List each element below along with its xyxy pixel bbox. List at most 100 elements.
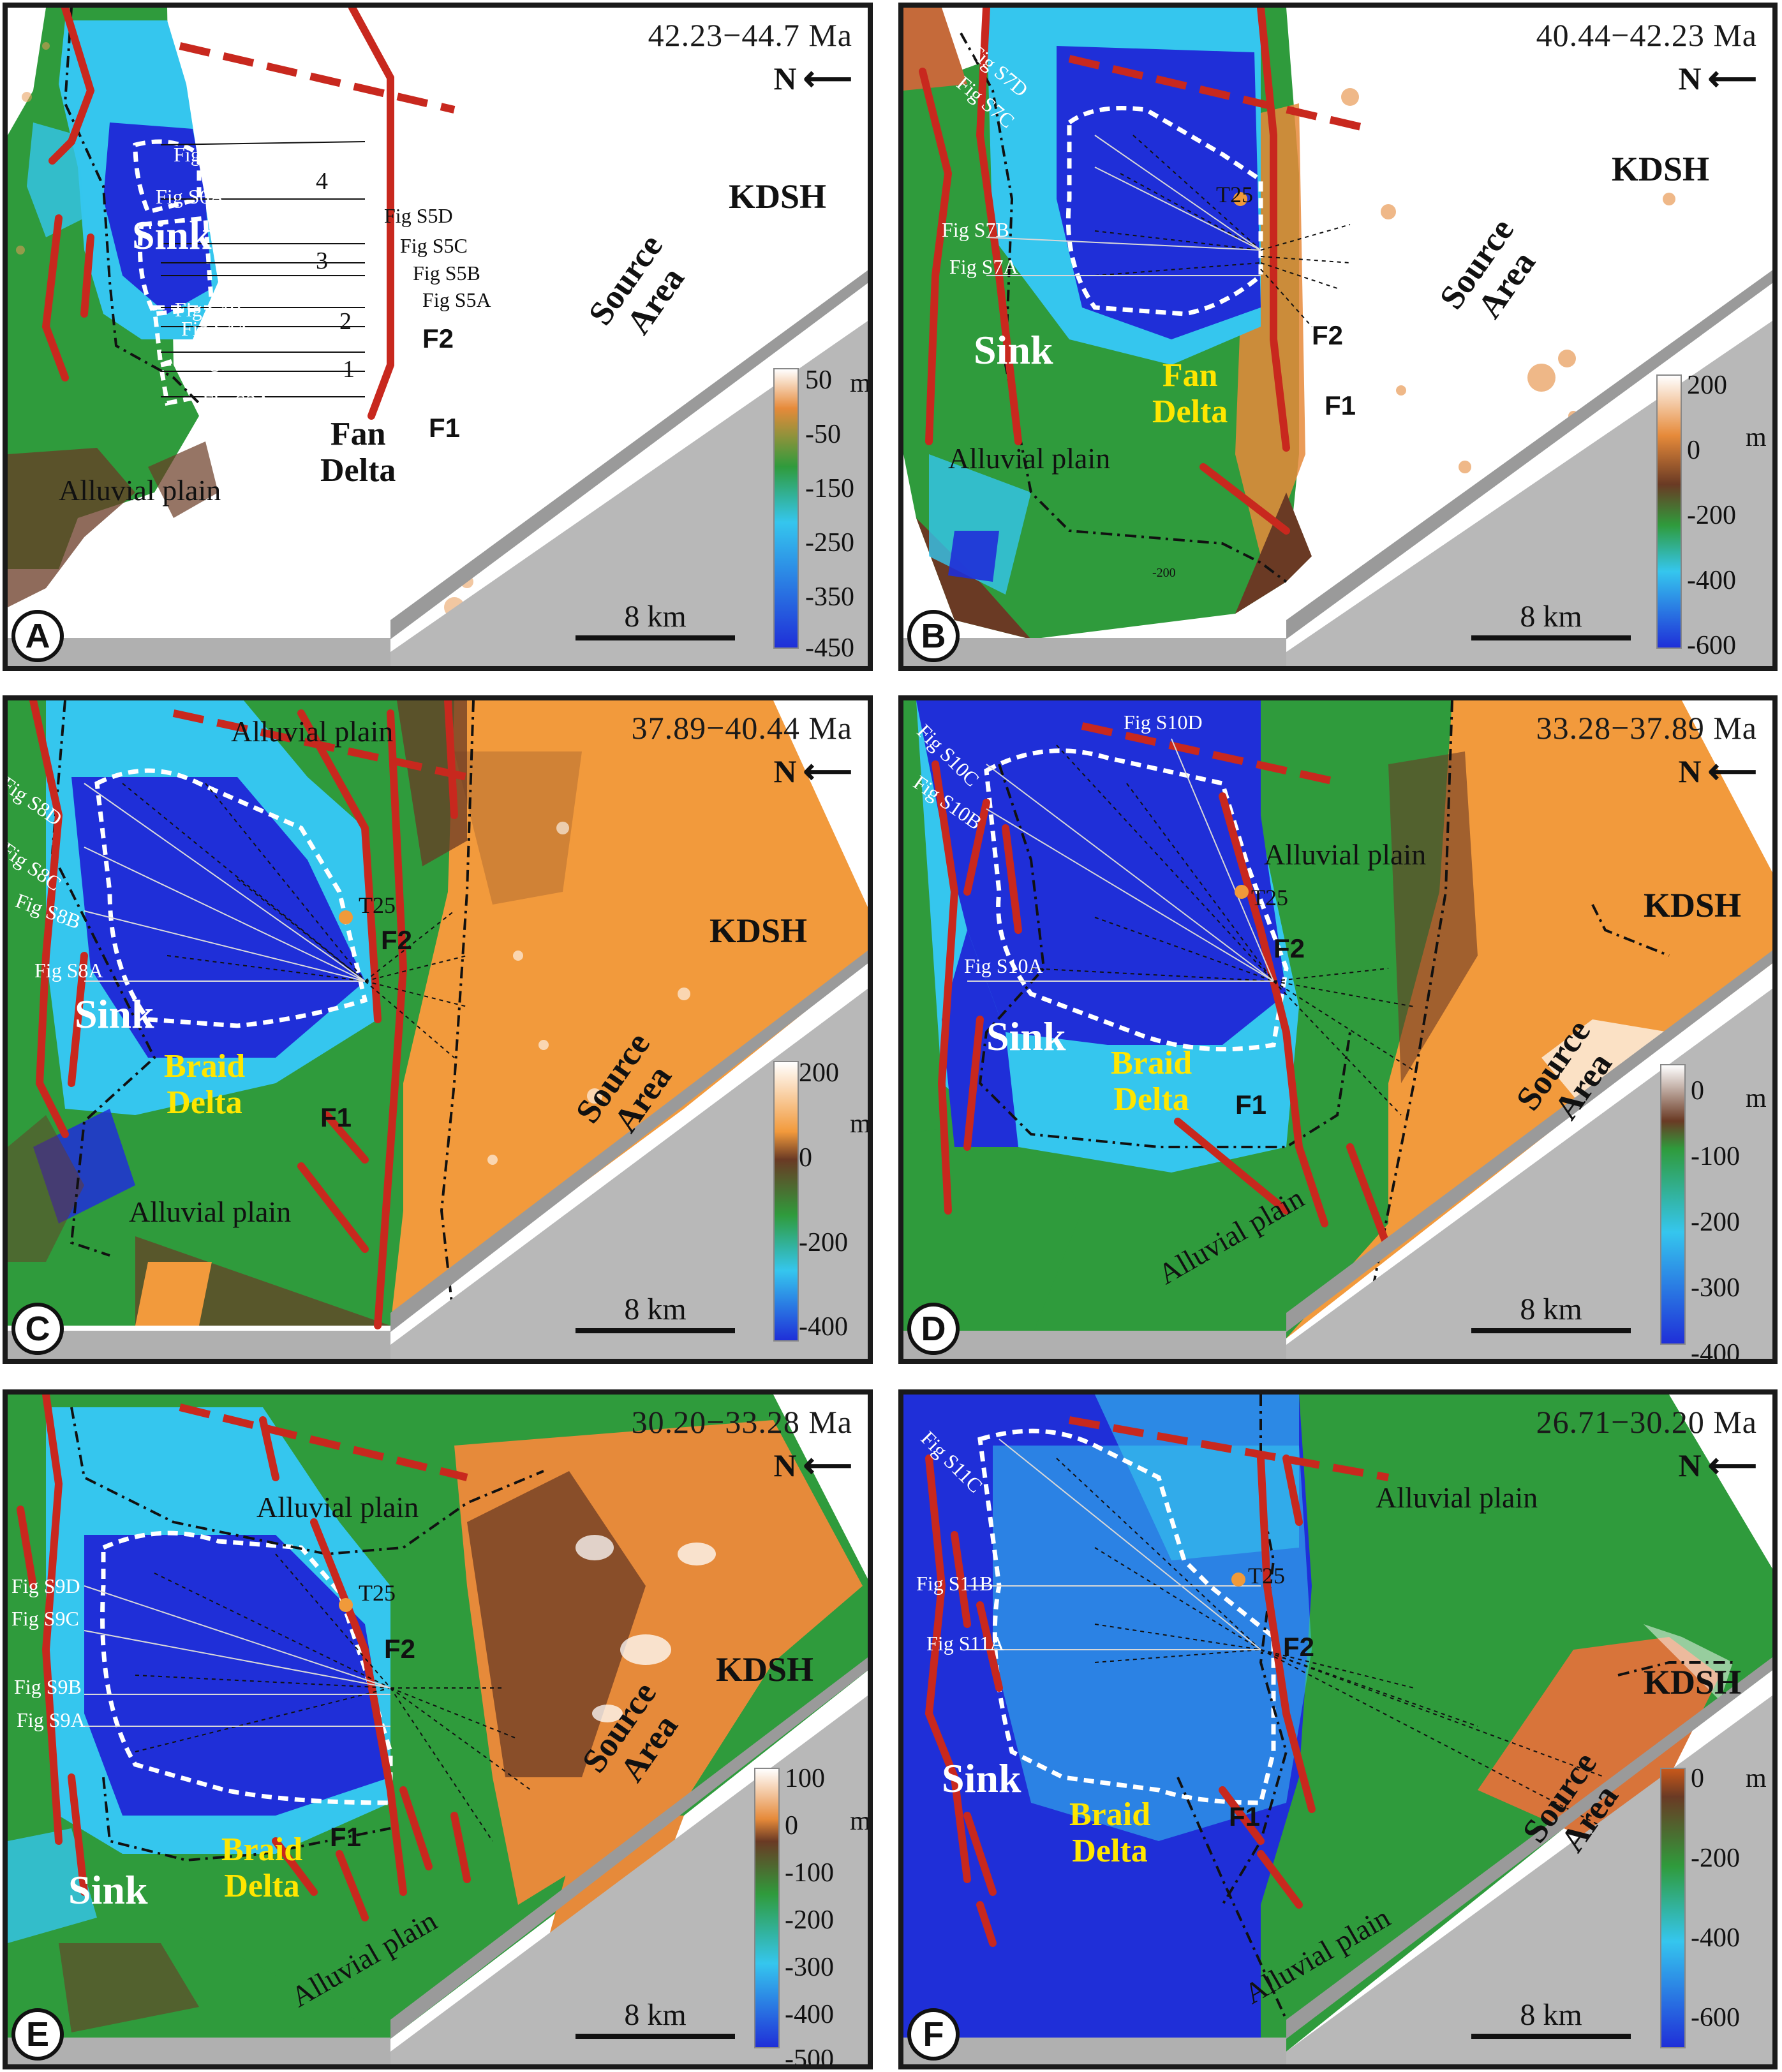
tick: -200	[1691, 1844, 1740, 1873]
unit-label: m	[850, 1109, 871, 1139]
west-arrow-icon: ⟵	[803, 1446, 852, 1484]
well-t25-label: T25	[1216, 182, 1253, 207]
sink-label: Sink	[986, 1014, 1066, 1059]
tick: -100	[785, 1858, 834, 1888]
map-f-relief	[903, 1395, 1772, 2064]
fault-f1-label: F1	[1235, 1090, 1267, 1120]
age-label: 37.89−40.44 Ma	[631, 710, 852, 746]
panel-c: 37.89−40.44 Ma N ⟵ KDSH Source Area Sink B…	[3, 695, 873, 1364]
tick: -200	[1691, 1208, 1740, 1237]
well-t25-label: T25	[359, 892, 396, 918]
scale-bar: 8 km	[575, 599, 735, 640]
alluvial-plain-label: Alluvial plain	[59, 474, 221, 507]
delta-word-2: Delta	[224, 1868, 300, 1905]
tick: -200	[799, 1228, 848, 1257]
fan-number: 2	[339, 308, 352, 335]
scale-line	[1471, 2034, 1631, 2039]
fault-f1-label: F1	[330, 1822, 362, 1852]
fig-label: Fig S5B	[413, 262, 480, 285]
fig-label: Fig S9B	[14, 1675, 82, 1698]
tick: -300	[1691, 1273, 1740, 1303]
delta-word-1: Braid	[221, 1832, 303, 1868]
age-label: 33.28−37.89 Ma	[1536, 710, 1757, 746]
fan-number: 3	[316, 248, 328, 274]
delta-word-1: Braid	[1111, 1045, 1192, 1081]
kdsh-label: KDSH	[1644, 886, 1742, 924]
north-arrow: N ⟵	[773, 60, 852, 97]
age-label: 26.71−30.20 Ma	[1536, 1404, 1757, 1440]
delta-word-2: Delta	[167, 1084, 242, 1121]
west-arrow-icon: ⟵	[1707, 1446, 1757, 1484]
scale-line	[575, 635, 735, 640]
north-label: N	[773, 753, 797, 789]
age-label: 40.44−42.23 Ma	[1536, 17, 1757, 53]
scale-line	[1471, 635, 1631, 640]
unit-label: m	[1746, 1764, 1767, 1793]
fault-f2-label: F2	[1312, 320, 1344, 350]
scale-bar: 8 km	[1471, 1997, 1631, 2039]
north-label: N	[1678, 753, 1702, 789]
panel-badge: E	[11, 2008, 64, 2061]
delta-word-1: Fan	[1162, 357, 1218, 394]
alluvial-plain-label: Alluvial plain	[129, 1195, 292, 1228]
fig-label: Fig S5A	[422, 288, 491, 311]
tick: 0	[1691, 1764, 1704, 1793]
fig-label: Fig S10A	[964, 954, 1043, 977]
map-c-relief	[8, 700, 868, 1359]
panel-badge: F	[907, 2008, 960, 2061]
scale-line	[1471, 1328, 1631, 1333]
delta-word-1: Braid	[164, 1048, 246, 1084]
tick: -600	[1691, 2003, 1740, 2032]
fig-label: Fig S5D	[384, 204, 453, 227]
unit-label: m	[1746, 423, 1767, 452]
fault-f2-label: F2	[422, 323, 454, 353]
panel-a: 42.23−44.7 Ma N ⟵ KDSH Source Area Sink Fa…	[3, 3, 873, 671]
fig-label: Fig S4A	[181, 317, 250, 340]
color-scale	[773, 1061, 799, 1342]
tick: -50	[805, 420, 841, 449]
tick: 200	[799, 1058, 839, 1088]
north-arrow: N ⟵	[1678, 1447, 1757, 1484]
north-label: N	[1678, 1447, 1702, 1483]
tick: -200	[1687, 501, 1736, 530]
panel-d: 33.28−37.89 Ma N ⟵ KDSH Source Area Sink B…	[898, 695, 1778, 1364]
delta-word-1: Fan	[330, 416, 386, 452]
unit-label: m	[850, 369, 871, 398]
kdsh-label: KDSH	[709, 912, 808, 950]
delta-word-2: Delta	[1113, 1081, 1189, 1118]
west-arrow-icon: ⟵	[803, 59, 852, 98]
west-arrow-icon: ⟵	[1707, 59, 1757, 98]
braid-delta-label: Braid Delta	[1111, 1045, 1192, 1118]
unit-label: m	[1746, 1084, 1767, 1113]
panel-badge: C	[11, 1303, 64, 1355]
kdsh-label: KDSH	[1644, 1663, 1742, 1701]
north-label: N	[773, 1447, 797, 1483]
age-label: 30.20−33.28 Ma	[631, 1404, 852, 1440]
kdsh-label: KDSH	[716, 1650, 814, 1689]
kdsh-label: KDSH	[729, 177, 827, 216]
tick: 100	[785, 1764, 825, 1793]
braid-delta-label: Braid Delta	[1069, 1796, 1150, 1869]
fan-delta-label: Fan Delta	[320, 416, 396, 489]
tick: -400	[1691, 1339, 1740, 1364]
fault-f1-label: F1	[429, 413, 461, 443]
tick: -250	[805, 528, 854, 558]
tick: 0	[785, 1811, 798, 1840]
north-label: N	[773, 61, 797, 96]
sink-label: Sink	[132, 212, 212, 258]
scale-label: 8 km	[1520, 600, 1582, 633]
tick: -350	[805, 582, 854, 612]
color-scale	[1660, 1064, 1686, 1345]
map-a-relief	[8, 8, 868, 666]
tick: 0	[1687, 436, 1700, 465]
alluvial-plain-label: Alluvial plain	[948, 442, 1111, 475]
fig-label: Fig S7A	[949, 255, 1018, 278]
north-arrow: N ⟵	[1678, 753, 1757, 790]
color-scale	[754, 1768, 780, 2048]
tick: -450	[805, 633, 854, 663]
fig-label: Fig S5C	[400, 234, 468, 257]
tick: -400	[799, 1312, 848, 1342]
scale-bar: 8 km	[1471, 599, 1631, 640]
tick: -600	[1687, 631, 1736, 660]
alluvial-plain-label: Alluvial plain	[1264, 838, 1427, 871]
